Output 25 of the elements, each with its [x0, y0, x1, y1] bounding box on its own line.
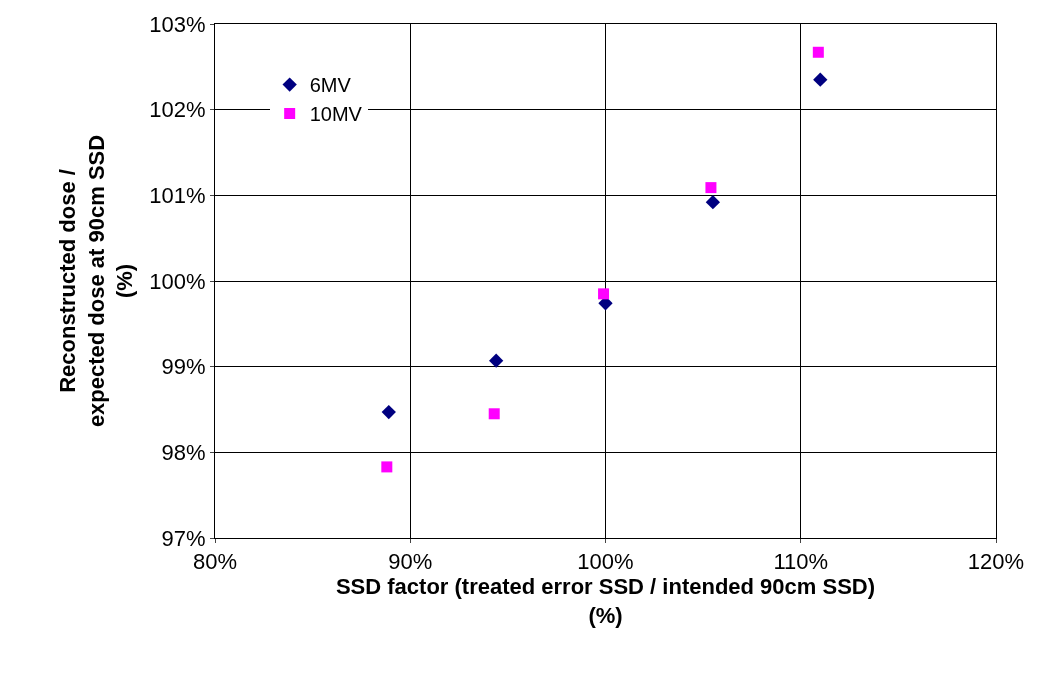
y-tick-label: 102% — [149, 97, 206, 123]
y-axis-title: Reconstructed dose / expected dose at 90cm SSD (%) — [54, 134, 138, 428]
x-tick-label: 90% — [388, 549, 433, 575]
point — [381, 461, 393, 473]
y-tick-label: 100% — [149, 268, 206, 294]
point — [705, 195, 721, 210]
point — [705, 182, 717, 194]
legend-label: 6MV — [309, 74, 352, 97]
point — [489, 353, 504, 368]
y-tick-label: 98% — [161, 440, 206, 466]
y-tick-label: 97% — [161, 525, 206, 551]
x-tick-label: 110% — [773, 549, 829, 575]
point — [813, 72, 828, 87]
point — [381, 404, 396, 420]
legend-label: 10MV — [309, 103, 363, 126]
x-axis-title: SSD factor (treated error SSD / intended 90cm SSD) (%) — [335, 574, 876, 628]
y-tick-label: 103% — [149, 11, 206, 37]
point — [488, 408, 500, 420]
x-tick-label: 120% — [967, 549, 1025, 575]
point — [812, 46, 824, 58]
y-tick-label: 101% — [149, 183, 206, 209]
y-tick-label: 99% — [161, 354, 206, 380]
point — [598, 288, 610, 300]
x-tick-label: 80% — [192, 549, 238, 575]
x-tick-label: 100% — [577, 549, 634, 575]
